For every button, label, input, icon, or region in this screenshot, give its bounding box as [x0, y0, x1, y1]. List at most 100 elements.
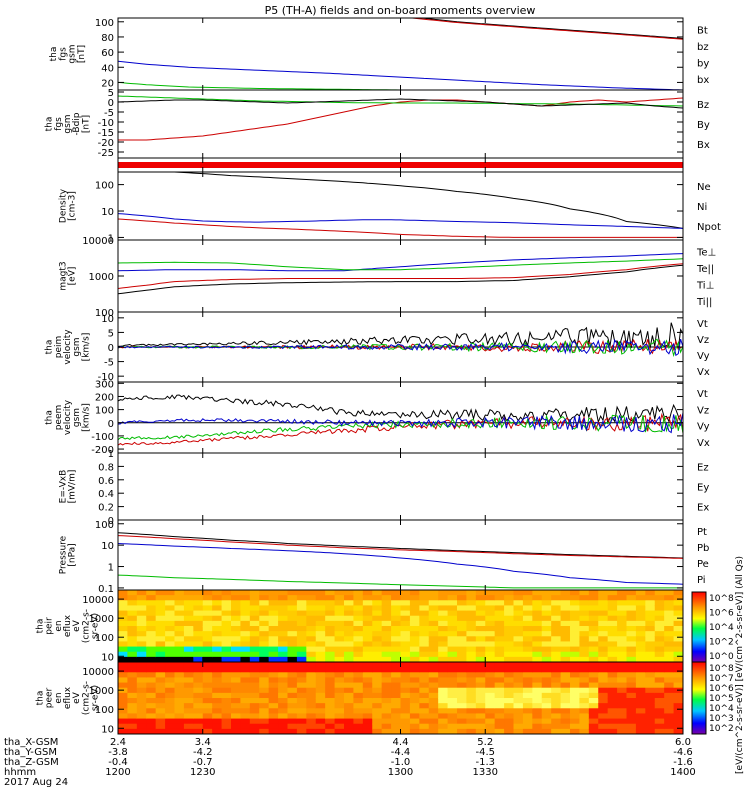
spectrogram-cell	[155, 615, 166, 622]
series-line-Pb	[118, 535, 683, 559]
panel-frame	[117, 452, 684, 521]
spectrogram-cell	[306, 590, 317, 596]
spectrogram-cell	[447, 677, 458, 684]
spectrogram-cell	[588, 646, 599, 653]
spectrogram-cell	[372, 605, 383, 612]
spectrogram-cell	[221, 723, 232, 730]
spectrogram-cell	[419, 610, 430, 617]
spectrogram-cell	[588, 620, 599, 627]
spectrogram-cell	[400, 636, 411, 643]
spectrogram-cell	[673, 620, 683, 627]
spectrogram-cell	[570, 728, 581, 734]
spectrogram-cell	[183, 662, 194, 668]
spectrogram-cell	[136, 672, 147, 679]
spectrogram-cell	[146, 590, 157, 596]
ephemeris-value: 6.0	[675, 737, 691, 748]
panel-p6: 1050-5-10thapeimvelocitygsm[km/s]VtVzVyV…	[45, 311, 710, 383]
legend-Vx: Vx	[697, 367, 710, 378]
spectrogram-cell	[504, 698, 515, 704]
spectrogram-cell	[268, 708, 279, 715]
spectrogram-cell	[551, 656, 562, 662]
y-tick-label: 100	[95, 18, 114, 29]
spectrogram-cell	[249, 677, 260, 684]
spectrogram-cell	[231, 682, 242, 689]
spectrogram-cell	[485, 590, 496, 596]
spectrogram-cell	[522, 672, 533, 679]
spectrogram-p10	[118, 590, 683, 662]
spectrogram-cell	[221, 677, 232, 684]
spectrogram-cell	[259, 605, 270, 612]
spectrogram-cell	[598, 682, 609, 689]
spectrogram-cell	[344, 703, 355, 709]
spectrogram-cell	[193, 656, 204, 662]
spectrogram-cell	[174, 605, 185, 612]
spectrogram-cell	[193, 626, 204, 632]
spectrogram-cell	[353, 667, 364, 673]
spectrogram-cell	[127, 620, 138, 627]
spectrogram-cell	[560, 667, 571, 673]
spectrogram-cell	[635, 723, 646, 730]
spectrogram-cell	[551, 692, 562, 699]
spectrogram-cell	[174, 620, 185, 627]
y-tick-label: 5	[108, 88, 114, 99]
spectrogram-cell	[287, 656, 298, 662]
spectrogram-cell	[532, 636, 543, 643]
spectrogram-cell	[212, 615, 223, 622]
spectrogram-cell	[193, 698, 204, 704]
spectrogram-cell	[560, 651, 571, 658]
spectrogram-cell	[645, 682, 656, 689]
spectrogram-cell	[259, 620, 270, 627]
spectrogram-cell	[146, 728, 157, 734]
spectrogram-cell	[306, 667, 317, 673]
spectrogram-cell	[155, 692, 166, 699]
spectrogram-cell	[344, 682, 355, 689]
series-line-Vx	[118, 412, 683, 434]
spectrogram-cell	[457, 641, 468, 648]
spectrogram-cell	[588, 672, 599, 679]
spectrogram-cell	[466, 723, 477, 730]
spectrogram-cell	[409, 631, 420, 637]
spectrogram-cell	[174, 656, 185, 662]
spectrogram-cell	[325, 682, 336, 689]
spectrogram-cell	[334, 651, 345, 658]
spectrogram-cell	[325, 615, 336, 622]
spectrogram-cell	[504, 723, 515, 730]
spectrogram-cell	[673, 631, 683, 637]
spectrogram-cell	[127, 631, 138, 637]
spectrogram-cell	[212, 605, 223, 612]
spectrogram-cell	[635, 677, 646, 684]
y-axis-label: Density[cm-3]	[58, 188, 77, 223]
spectrogram-cell	[570, 620, 581, 627]
spectrogram-cell	[400, 672, 411, 679]
spectrogram-cell	[146, 672, 157, 679]
panel-frame	[117, 239, 684, 313]
spectrogram-cell	[249, 590, 260, 596]
spectrogram-cell	[457, 692, 468, 699]
spectrogram-cell	[212, 687, 223, 694]
spectrogram-cell	[607, 713, 618, 720]
legend-Pe: Pe	[697, 559, 709, 570]
spectrogram-cell	[664, 620, 675, 627]
spectrogram-cell	[268, 610, 279, 617]
spectrogram-cell	[127, 600, 138, 607]
spectrogram-cell	[532, 656, 543, 662]
spectrogram-cell	[249, 692, 260, 699]
spectrogram-cell	[654, 595, 665, 601]
spectrogram-cell	[428, 703, 439, 709]
spectrogram-cell	[278, 682, 289, 689]
spectrogram-cell	[579, 692, 590, 699]
spectrogram-cell	[249, 620, 260, 627]
spectrogram-cell	[532, 677, 543, 684]
spectrogram-cell	[588, 626, 599, 632]
spectrogram-cell	[353, 708, 364, 715]
spectrogram-cell	[344, 713, 355, 720]
spectrogram-cell	[409, 641, 420, 648]
spectrogram-cell	[362, 667, 373, 673]
spectrogram-cell	[372, 615, 383, 622]
spectrogram-cell	[607, 718, 618, 725]
spectrogram-cell	[306, 651, 317, 658]
spectrogram-cell	[353, 626, 364, 632]
spectrogram-cell	[212, 677, 223, 684]
spectrogram-cell	[362, 600, 373, 607]
spectrogram-cell	[212, 646, 223, 653]
